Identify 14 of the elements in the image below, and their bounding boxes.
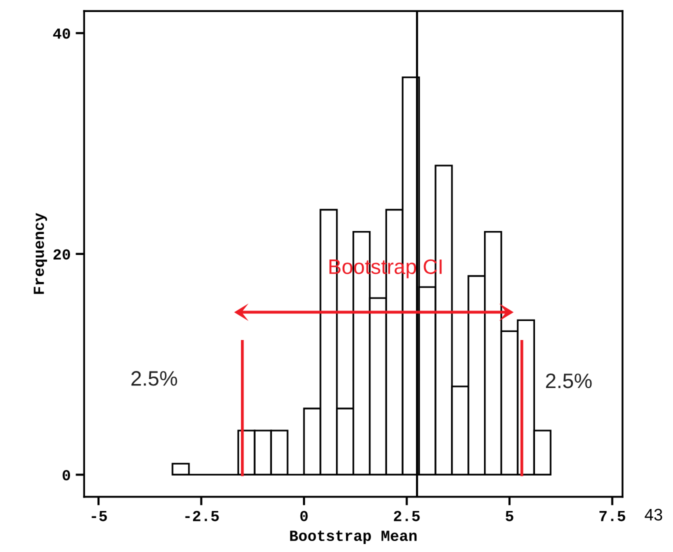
x-tick-label: 2.5	[394, 510, 420, 522]
annotation: 2.5%	[546, 373, 592, 388]
x-tick-label: 0	[300, 510, 308, 522]
y-tick-label: 0	[62, 470, 70, 480]
x-tick-label: -5	[92, 511, 107, 522]
y-tick-label: 40	[53, 28, 70, 39]
y-tick-label: 20	[54, 249, 70, 260]
x-tick-label: 7.5	[599, 511, 626, 522]
x-tick-label: -2.5	[185, 510, 219, 522]
x-axis-title: Bootstrap Mean	[290, 530, 417, 544]
annotation: 2.5%	[131, 371, 178, 386]
x-tick-label: 5	[506, 511, 514, 522]
text: 43	[644, 508, 662, 521]
y-axis-title: Frequency	[34, 212, 48, 294]
